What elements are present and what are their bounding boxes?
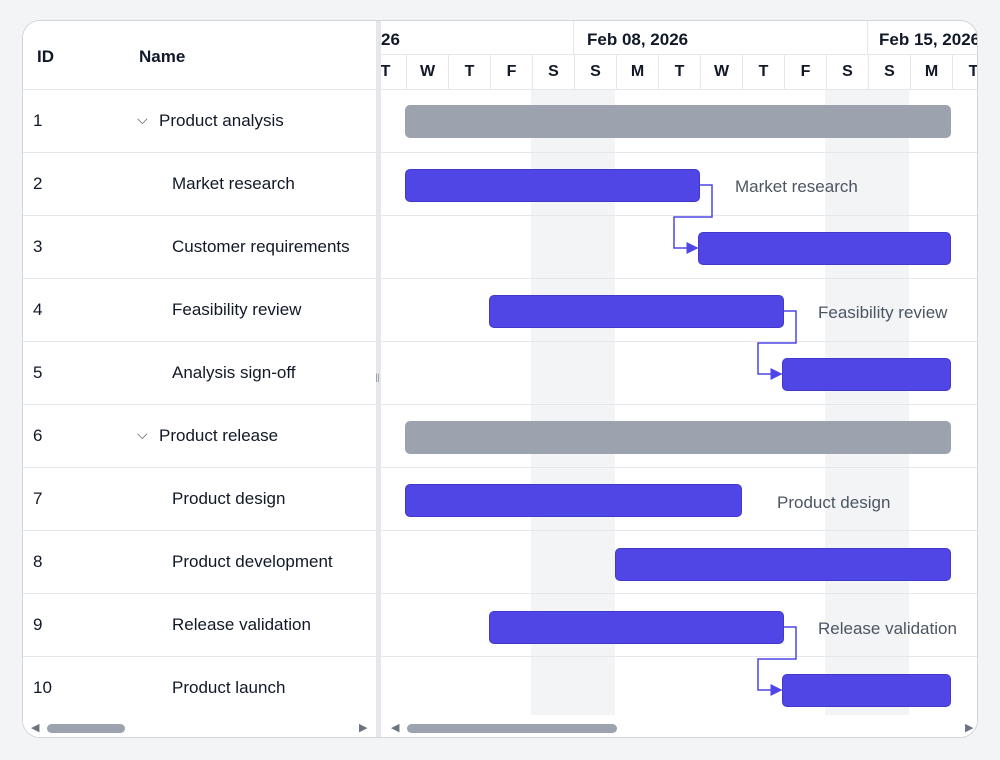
task-grid: ID Name 1 ⌵ Product analysis 2 Market re… — [23, 21, 376, 737]
chevron-down-icon[interactable]: ⌵ — [137, 111, 148, 127]
task-id: 5 — [33, 363, 43, 382]
task-name: Feasibility review — [172, 300, 302, 319]
column-header-name[interactable]: Name — [139, 47, 186, 66]
summary-bar[interactable] — [405, 421, 951, 454]
day-label: T — [659, 55, 701, 89]
task-name: Release validation — [172, 615, 311, 634]
panel-splitter[interactable] — [376, 21, 381, 737]
task-bar[interactable] — [615, 548, 951, 581]
dependency-connectors — [673, 184, 797, 696]
chart-row — [381, 405, 977, 468]
task-id: 4 — [33, 300, 43, 319]
bar-label: Feasibility review — [818, 303, 948, 322]
task-name: Product launch — [172, 678, 286, 697]
grid-row[interactable]: 6 ⌵ Product release — [23, 405, 376, 468]
chart-row — [381, 531, 977, 594]
task-bar[interactable] — [782, 358, 951, 391]
task-id: 3 — [33, 237, 43, 256]
day-label: S — [827, 55, 869, 89]
chart-row — [381, 279, 977, 342]
task-name: Market research — [172, 174, 295, 193]
task-name: Analysis sign-off — [172, 363, 296, 382]
week-label: Feb 15, 2026 — [879, 30, 977, 49]
task-id: 7 — [33, 489, 43, 508]
week-label: Feb 08, 2026 — [587, 30, 689, 49]
dependency-link — [673, 184, 713, 254]
task-bar[interactable] — [489, 611, 784, 644]
timeline-weeks: 26 Feb 08, 2026 Feb 15, 2026 — [381, 21, 977, 55]
task-bar[interactable] — [405, 169, 700, 202]
task-bar[interactable] — [405, 484, 742, 517]
task-id: 8 — [33, 552, 43, 571]
dependency-link — [757, 310, 797, 380]
chart-row — [381, 153, 977, 216]
day-label: F — [491, 55, 533, 89]
chart-row — [381, 90, 977, 153]
scrollbar-thumb[interactable] — [407, 724, 617, 733]
task-bar[interactable] — [698, 232, 951, 265]
day-label: S — [869, 55, 911, 89]
task-name: Customer requirements — [172, 237, 350, 256]
task-name: Product development — [172, 552, 333, 571]
summary-bar[interactable] — [405, 105, 951, 138]
splitter-grip-icon[interactable]: ‖ — [375, 371, 380, 385]
chart-row — [381, 468, 977, 531]
task-id: 2 — [33, 174, 43, 193]
column-header-id[interactable]: ID — [37, 47, 54, 66]
dependency-link — [757, 626, 797, 696]
chevron-down-icon[interactable]: ⌵ — [137, 426, 148, 442]
day-label: W — [407, 55, 449, 89]
day-label: T — [743, 55, 785, 89]
task-id: 1 — [33, 111, 43, 130]
week-label: 26 — [381, 30, 400, 49]
scroll-right-icon[interactable]: ▶ — [965, 722, 974, 734]
grid-row[interactable]: 5 Analysis sign-off — [23, 342, 376, 405]
week-divider — [867, 21, 868, 55]
scroll-left-icon[interactable]: ◀ — [391, 722, 400, 734]
day-label: T — [953, 55, 977, 89]
grid-horizontal-scrollbar[interactable]: ◀ ▶ — [23, 719, 376, 737]
chart-row — [381, 216, 977, 279]
grid-header: ID Name — [23, 21, 376, 90]
task-id: 9 — [33, 615, 43, 634]
task-bar[interactable] — [782, 674, 951, 707]
grid-row[interactable]: 2 Market research — [23, 153, 376, 216]
bar-label: Release validation — [818, 619, 957, 638]
scroll-right-icon[interactable]: ▶ — [359, 722, 368, 734]
grid-row[interactable]: 9 Release validation — [23, 594, 376, 657]
grid-row[interactable]: 10 Product launch — [23, 657, 376, 720]
task-id: 6 — [33, 426, 43, 445]
day-label: F — [785, 55, 827, 89]
week-divider — [573, 21, 574, 55]
grid-row[interactable]: 1 ⌵ Product analysis — [23, 90, 376, 153]
timeline-chart: 26 Feb 08, 2026 Feb 15, 2026 T W T F S S… — [381, 21, 977, 737]
task-bar[interactable] — [489, 295, 784, 328]
bar-label: Product design — [777, 493, 891, 512]
chart-row — [381, 594, 977, 657]
bar-label: Market research — [735, 177, 858, 196]
grid-row[interactable]: 7 Product design — [23, 468, 376, 531]
day-label: W — [701, 55, 743, 89]
task-name: Product release — [159, 426, 279, 445]
day-label: S — [533, 55, 575, 89]
day-label: T — [381, 55, 407, 89]
timeline-days: T W T F S S M T W T F S S M T — [381, 55, 977, 90]
day-label: M — [617, 55, 659, 89]
chart-row — [381, 342, 977, 405]
day-label: M — [911, 55, 953, 89]
day-label: S — [575, 55, 617, 89]
grid-row[interactable]: 8 Product development — [23, 531, 376, 594]
gantt-chart: ID Name 1 ⌵ Product analysis 2 Market re… — [22, 20, 978, 738]
task-name: Product design — [172, 489, 286, 508]
grid-row[interactable]: 3 Customer requirements — [23, 216, 376, 279]
chart-horizontal-scrollbar[interactable]: ◀ ▶ — [381, 719, 977, 737]
grid-row[interactable]: 4 Feasibility review — [23, 279, 376, 342]
task-name: Product analysis — [159, 111, 284, 130]
scroll-left-icon[interactable]: ◀ — [31, 722, 40, 734]
weekend-band — [825, 90, 909, 715]
day-label: T — [449, 55, 491, 89]
task-id: 10 — [33, 678, 52, 697]
scrollbar-thumb[interactable] — [47, 724, 125, 733]
